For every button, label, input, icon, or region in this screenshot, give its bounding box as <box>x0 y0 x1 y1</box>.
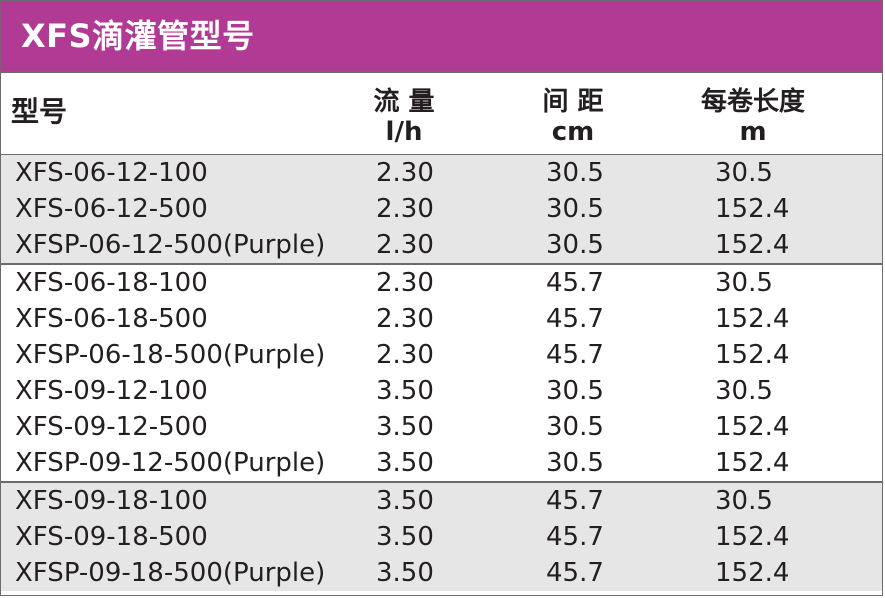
cell-model: XFS-09-12-100 <box>15 376 208 406</box>
cell-length: 152.4 <box>715 230 790 260</box>
cell-model: XFS-06-12-500 <box>15 194 208 224</box>
header-spacing-unit: cm <box>551 117 595 147</box>
cell-length: 152.4 <box>715 194 790 224</box>
cell-model: XFSP-06-18-500(Purple) <box>15 340 326 370</box>
table-row: XFS-09-12-100 3.50 30.5 30.5 <box>1 373 882 409</box>
cell-spacing: 30.5 <box>546 194 604 224</box>
table-header: 型号 流 量 l/h 间 距 cm 每卷长度 m <box>1 71 882 155</box>
cell-length: 152.4 <box>715 304 790 334</box>
header-length-unit: m <box>739 117 767 147</box>
cell-spacing: 30.5 <box>546 158 604 188</box>
cell-model: XFS-09-12-500 <box>15 412 208 442</box>
header-flow: 流 量 l/h <box>354 87 454 147</box>
table-row: XFS-09-18-100 3.50 45.7 30.5 <box>1 483 882 519</box>
header-spacing-label: 间 距 <box>542 87 604 117</box>
cell-spacing: 45.7 <box>546 486 604 516</box>
cell-model: XFS-09-18-100 <box>15 486 208 516</box>
header-length-label: 每卷长度 <box>700 87 805 117</box>
cell-spacing: 30.5 <box>546 412 604 442</box>
cell-flow: 3.50 <box>376 412 434 442</box>
cell-spacing: 45.7 <box>546 522 604 552</box>
cell-flow: 2.30 <box>376 304 434 334</box>
cell-flow: 3.50 <box>376 376 434 406</box>
cell-flow: 3.50 <box>376 486 434 516</box>
table-row: XFS-06-12-500 2.30 30.5 152.4 <box>1 191 882 227</box>
table-title: XFS滴灌管型号 <box>1 1 882 71</box>
table-row: XFSP-06-12-500(Purple) 2.30 30.5 152.4 <box>1 227 882 263</box>
cell-spacing: 45.7 <box>546 340 604 370</box>
cell-flow: 3.50 <box>376 558 434 588</box>
cell-spacing: 45.7 <box>546 558 604 588</box>
header-model: 型号 <box>11 95 68 128</box>
row-group: XFS-06-12-100 2.30 30.5 30.5 XFS-06-12-500 2.… <box>1 155 882 263</box>
cell-spacing: 30.5 <box>546 376 604 406</box>
table-row: XFSP-09-12-500(Purple) 3.50 30.5 152.4 <box>1 445 882 481</box>
cell-length: 152.4 <box>715 558 790 588</box>
row-group: XFS-06-18-100 2.30 45.7 30.5 XFS-06-18-500 2.… <box>1 263 882 481</box>
cell-model: XFS-06-18-100 <box>15 268 208 298</box>
header-flow-unit: l/h <box>385 117 423 147</box>
cell-spacing: 30.5 <box>546 230 604 260</box>
row-group: XFS-09-18-100 3.50 45.7 30.5 XFS-09-18-500 3.… <box>1 481 882 591</box>
cell-spacing: 30.5 <box>546 448 604 478</box>
cell-length: 152.4 <box>715 522 790 552</box>
cell-flow: 2.30 <box>376 194 434 224</box>
table-row: XFS-06-12-100 2.30 30.5 30.5 <box>1 155 882 191</box>
cell-model: XFS-06-18-500 <box>15 304 208 334</box>
cell-model: XFS-09-18-500 <box>15 522 208 552</box>
table-row: XFSP-09-18-500(Purple) 3.50 45.7 152.4 <box>1 555 882 591</box>
cell-length: 30.5 <box>715 268 773 298</box>
cell-spacing: 45.7 <box>546 268 604 298</box>
cell-model: XFSP-09-12-500(Purple) <box>15 448 326 478</box>
cell-model: XFS-06-12-100 <box>15 158 208 188</box>
table-row: XFS-09-12-500 3.50 30.5 152.4 <box>1 409 882 445</box>
cell-flow: 2.30 <box>376 268 434 298</box>
cell-length: 152.4 <box>715 412 790 442</box>
cell-flow: 2.30 <box>376 230 434 260</box>
cell-length: 152.4 <box>715 340 790 370</box>
cell-spacing: 45.7 <box>546 304 604 334</box>
cell-flow: 3.50 <box>376 522 434 552</box>
table-row: XFSP-06-18-500(Purple) 2.30 45.7 152.4 <box>1 337 882 373</box>
table-row: XFS-09-18-500 3.50 45.7 152.4 <box>1 519 882 555</box>
table-row: XFS-06-18-100 2.30 45.7 30.5 <box>1 265 882 301</box>
table-body: XFS-06-12-100 2.30 30.5 30.5 XFS-06-12-500 2.… <box>1 155 882 591</box>
cell-length: 30.5 <box>715 486 773 516</box>
cell-model: XFSP-09-18-500(Purple) <box>15 558 326 588</box>
cell-flow: 3.50 <box>376 448 434 478</box>
cell-model: XFSP-06-12-500(Purple) <box>15 230 326 260</box>
cell-length: 30.5 <box>715 158 773 188</box>
cell-length: 30.5 <box>715 376 773 406</box>
header-length: 每卷长度 m <box>691 87 815 147</box>
cell-length: 152.4 <box>715 448 790 478</box>
cell-flow: 2.30 <box>376 158 434 188</box>
cell-flow: 2.30 <box>376 340 434 370</box>
header-spacing: 间 距 cm <box>523 87 623 147</box>
header-flow-label: 流 量 <box>373 87 435 117</box>
table-row: XFS-06-18-500 2.30 45.7 152.4 <box>1 301 882 337</box>
